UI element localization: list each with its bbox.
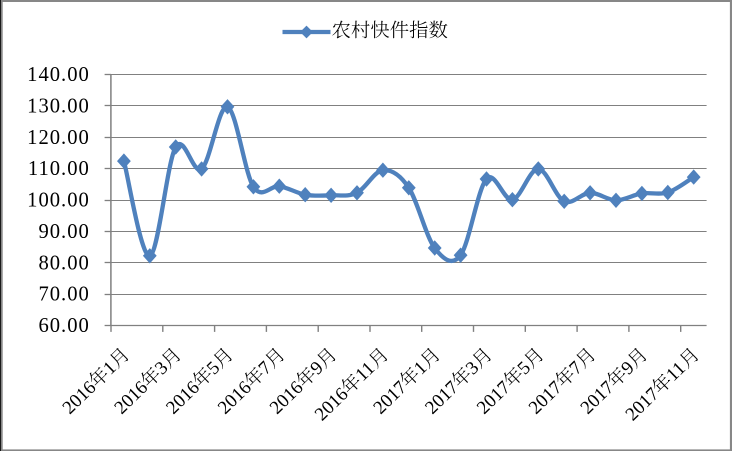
svg-text:80.00: 80.00 (38, 252, 89, 274)
svg-text:90.00: 90.00 (38, 221, 89, 243)
svg-text:120.00: 120.00 (27, 127, 90, 149)
svg-text:130.00: 130.00 (27, 96, 90, 118)
svg-text:100.00: 100.00 (27, 190, 90, 212)
svg-text:110.00: 110.00 (28, 158, 90, 180)
svg-text:60.00: 60.00 (38, 315, 89, 337)
svg-text:70.00: 70.00 (38, 284, 89, 306)
svg-text:140.00: 140.00 (27, 64, 90, 86)
